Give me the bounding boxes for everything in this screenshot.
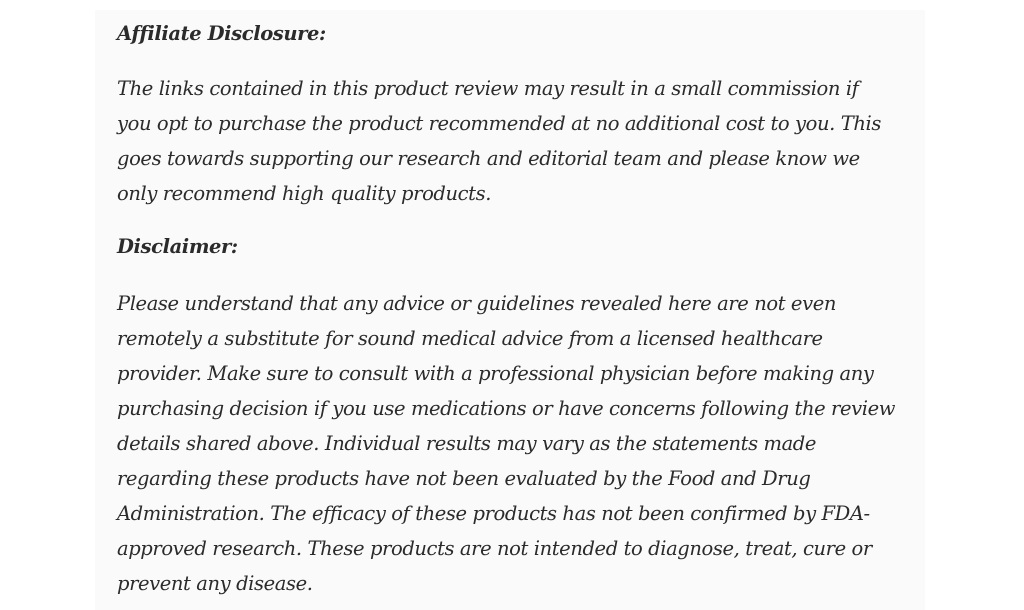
paragraph-line: remotely a substitute for sound medical … [117,327,823,350]
paragraph-line: details shared above. Individual results… [117,432,817,455]
paragraph-line: prevent any disease. [117,572,313,595]
paragraph-line: Please understand that any advice or gui… [117,292,836,315]
paragraph-line: only recommend high quality products. [117,182,492,205]
paragraph-line: The links contained in this product revi… [117,77,859,100]
paragraph-line: Administration. The efficacy of these pr… [117,502,870,525]
disclosure-box [95,10,925,610]
paragraph-line: goes towards supporting our research and… [117,147,860,170]
paragraph-line: provider. Make sure to consult with a pr… [117,362,874,385]
affiliate-heading: Affiliate Disclosure: [117,22,326,45]
paragraph-line: approved research. These products are no… [117,537,872,560]
paragraph-line: purchasing decision if you use medicatio… [117,397,896,420]
disclaimer-heading: Disclaimer: [117,235,238,258]
paragraph-line: you opt to purchase the product recommen… [117,112,881,135]
paragraph-line: regarding these products have not been e… [117,467,811,490]
